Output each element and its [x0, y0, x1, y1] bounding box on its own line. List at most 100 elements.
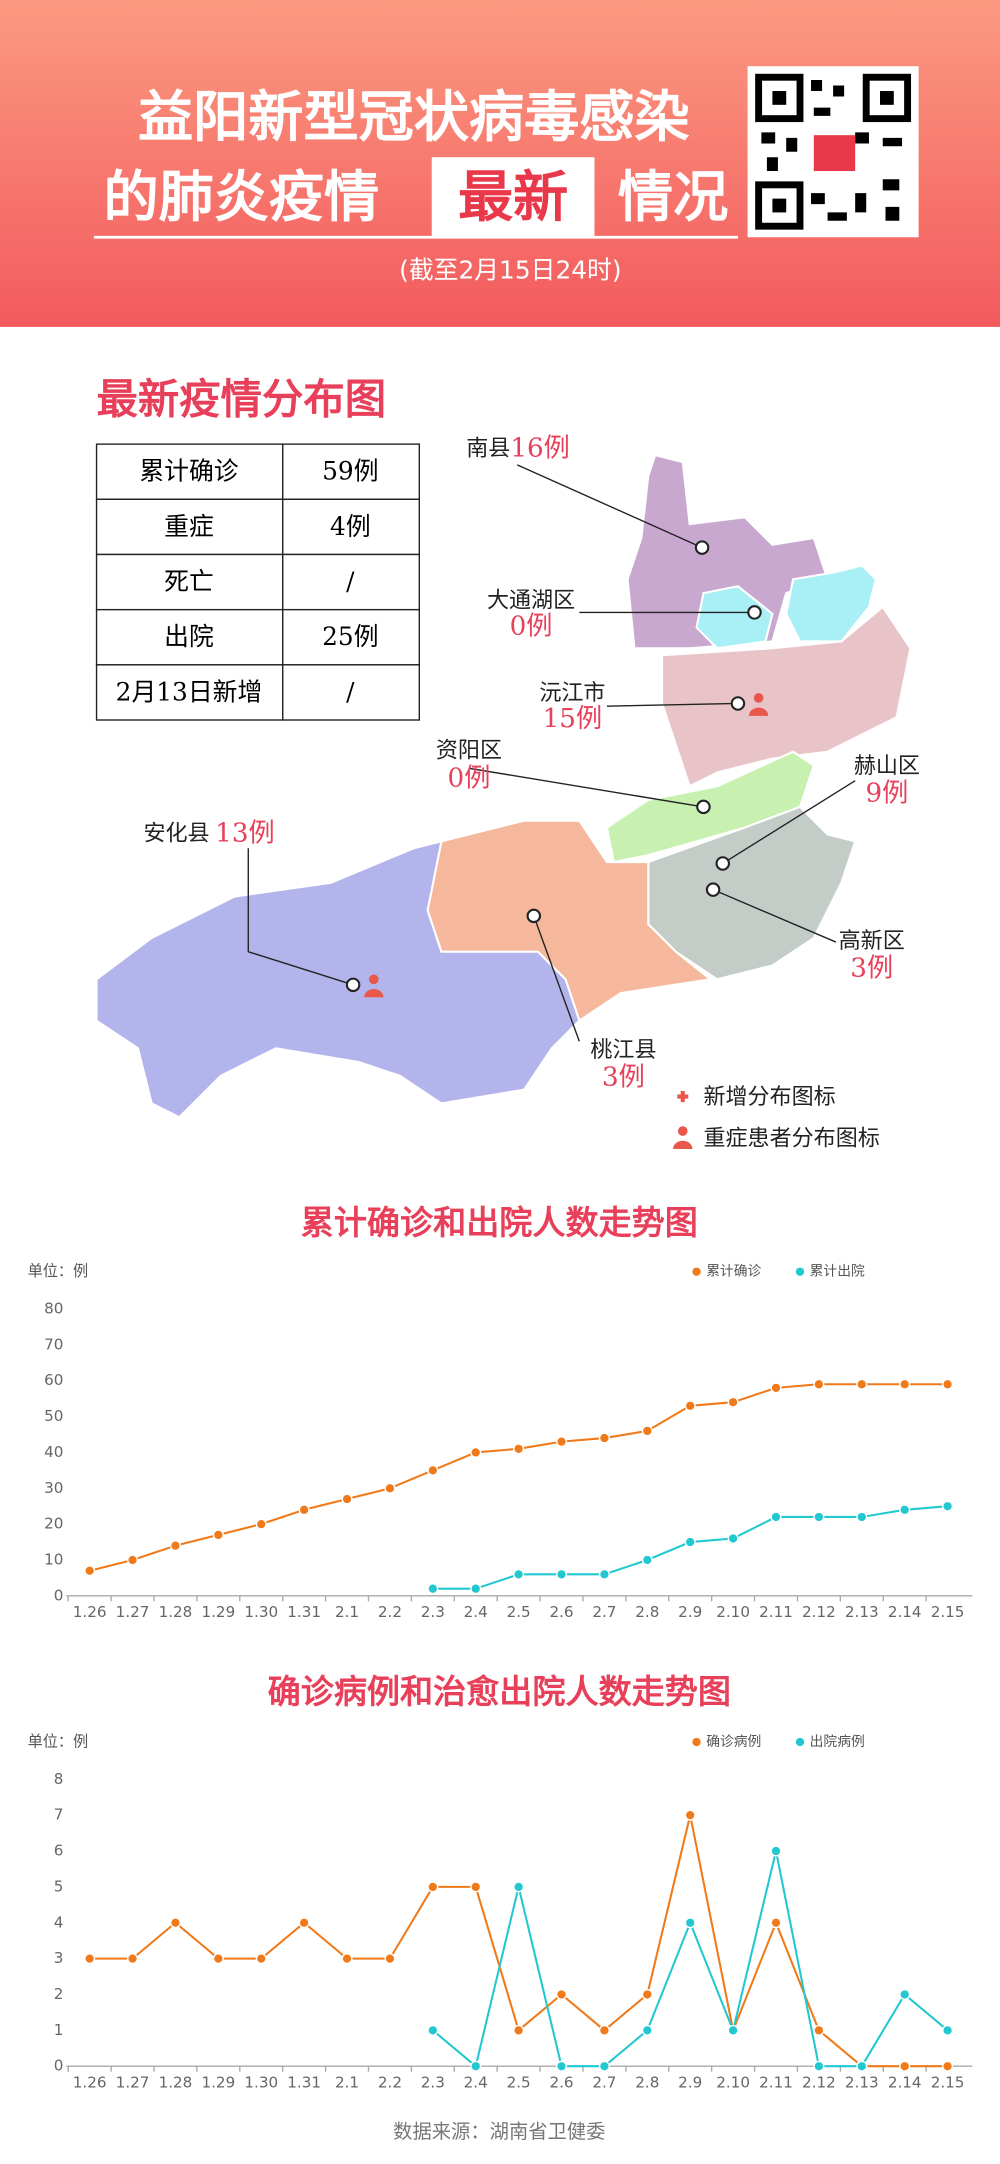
point: [856, 1378, 868, 1390]
legend-label: 出院病例: [810, 1734, 865, 1750]
region-datonghu: [785, 564, 878, 643]
region-datonghu: [695, 585, 774, 650]
x-tick-label: 2.7: [592, 2073, 616, 2091]
x-tick-label: 1.28: [159, 2073, 193, 2091]
table-cell: [282, 498, 420, 556]
table-label: 出院: [164, 622, 214, 651]
new-icon: [677, 1091, 689, 1103]
point: [770, 1382, 782, 1394]
table-label: 死亡: [164, 567, 214, 596]
point: [641, 1554, 653, 1566]
x-tick-label: 2.12: [802, 2073, 836, 2091]
x-tick-label: 2.15: [931, 1603, 965, 1621]
y-tick-label: 0: [54, 1586, 64, 1604]
point: [513, 1881, 525, 1893]
point: [384, 1482, 396, 1494]
title-highlight: 最新: [458, 165, 568, 230]
x-tick-label: 2.3: [421, 2073, 445, 2091]
point: [341, 1493, 353, 1505]
point: [470, 2060, 482, 2072]
legend-label: 累计出院: [810, 1264, 865, 1280]
point: [727, 1396, 739, 1408]
region-name: 沅江市: [539, 681, 605, 706]
legend-swatch: [692, 1267, 701, 1276]
point: [684, 1536, 696, 1548]
point: [899, 2060, 911, 2072]
y-tick-label: 0: [54, 2057, 64, 2075]
chart-title: 确诊病例和治愈出院人数走势图: [268, 1672, 731, 1711]
x-tick-label: 1.26: [73, 2073, 107, 2091]
x-tick-label: 2.9: [678, 2073, 702, 2091]
point: [255, 1518, 267, 1530]
title-line1: 益阳新型冠状病毒感染: [138, 85, 690, 150]
point: [555, 1988, 568, 2000]
region-count: 15例: [543, 704, 603, 734]
y-tick-label: 80: [44, 1299, 63, 1317]
highlight-box: [431, 157, 595, 238]
x-tick-label: 2.5: [507, 2073, 531, 2091]
point: [555, 1568, 568, 1580]
region-name: 大通湖区: [487, 588, 575, 613]
table-value: /: [346, 567, 355, 596]
y-tick-label: 30: [44, 1479, 63, 1497]
map: [95, 453, 912, 1119]
legend-severe: 重症患者分布图标: [703, 1126, 879, 1151]
unit-label: 单位：例: [28, 1733, 89, 1751]
region-name: 高新区: [839, 929, 905, 954]
region-count: 0例: [448, 763, 491, 793]
region-count: 3例: [602, 1063, 645, 1093]
y-tick-label: 4: [54, 1913, 64, 1931]
table-cell: [95, 498, 284, 556]
region-name: 桃江县: [590, 1038, 656, 1063]
point: [942, 2060, 954, 2072]
x-tick-label: 2.8: [635, 1603, 659, 1621]
point: [212, 1953, 224, 1965]
table-value: 59例: [322, 457, 378, 486]
x-tick-label: 2.3: [421, 1603, 445, 1621]
region-anhua: [95, 839, 581, 1119]
x-tick-label: 2.2: [378, 1603, 402, 1621]
table-value: /: [346, 677, 355, 706]
region-count: 9例: [865, 778, 908, 808]
y-tick-label: 1: [54, 2021, 64, 2039]
series-line: [432, 1850, 949, 2069]
x-tick-label: 2.8: [635, 2073, 659, 2091]
chart-title: 累计确诊和出院人数走势图: [301, 1203, 698, 1242]
point: [470, 1446, 482, 1458]
point: [169, 1540, 181, 1552]
point: [942, 1378, 954, 1390]
point: [298, 1504, 310, 1516]
region-count: 0例: [510, 612, 553, 642]
point: [856, 2060, 868, 2072]
y-tick-label: 50: [44, 1407, 63, 1425]
x-tick-label: 1.29: [201, 2073, 235, 2091]
y-tick-label: 2: [54, 1985, 64, 2003]
title-end: 情况: [618, 165, 728, 230]
region-name: 南县: [466, 437, 510, 462]
point: [770, 1511, 782, 1523]
region-name: 安化县: [143, 821, 209, 846]
point: [555, 1436, 568, 1448]
table-label: 2月13日新增: [116, 677, 263, 706]
point: [84, 1953, 96, 1965]
point: [598, 1432, 610, 1444]
y-tick-label: 6: [54, 1842, 64, 1860]
x-tick-label: 2.12: [802, 1603, 836, 1621]
region-nanxian: [626, 453, 829, 650]
point: [899, 1504, 911, 1516]
x-tick-label: 2.5: [507, 1603, 531, 1621]
point: [641, 1425, 653, 1437]
table-cell: [282, 443, 420, 500]
point: [598, 2060, 610, 2072]
point: [770, 1845, 782, 1857]
y-tick-label: 5: [54, 1877, 64, 1895]
x-tick-label: 2.9: [678, 1603, 702, 1621]
legend-swatch: [692, 1737, 701, 1747]
x-tick-label: 1.28: [159, 1603, 193, 1621]
point: [813, 2024, 825, 2036]
point: [127, 1554, 139, 1566]
point: [384, 1953, 396, 1965]
x-tick-label: 2.15: [931, 2073, 965, 2091]
point: [598, 2024, 610, 2036]
